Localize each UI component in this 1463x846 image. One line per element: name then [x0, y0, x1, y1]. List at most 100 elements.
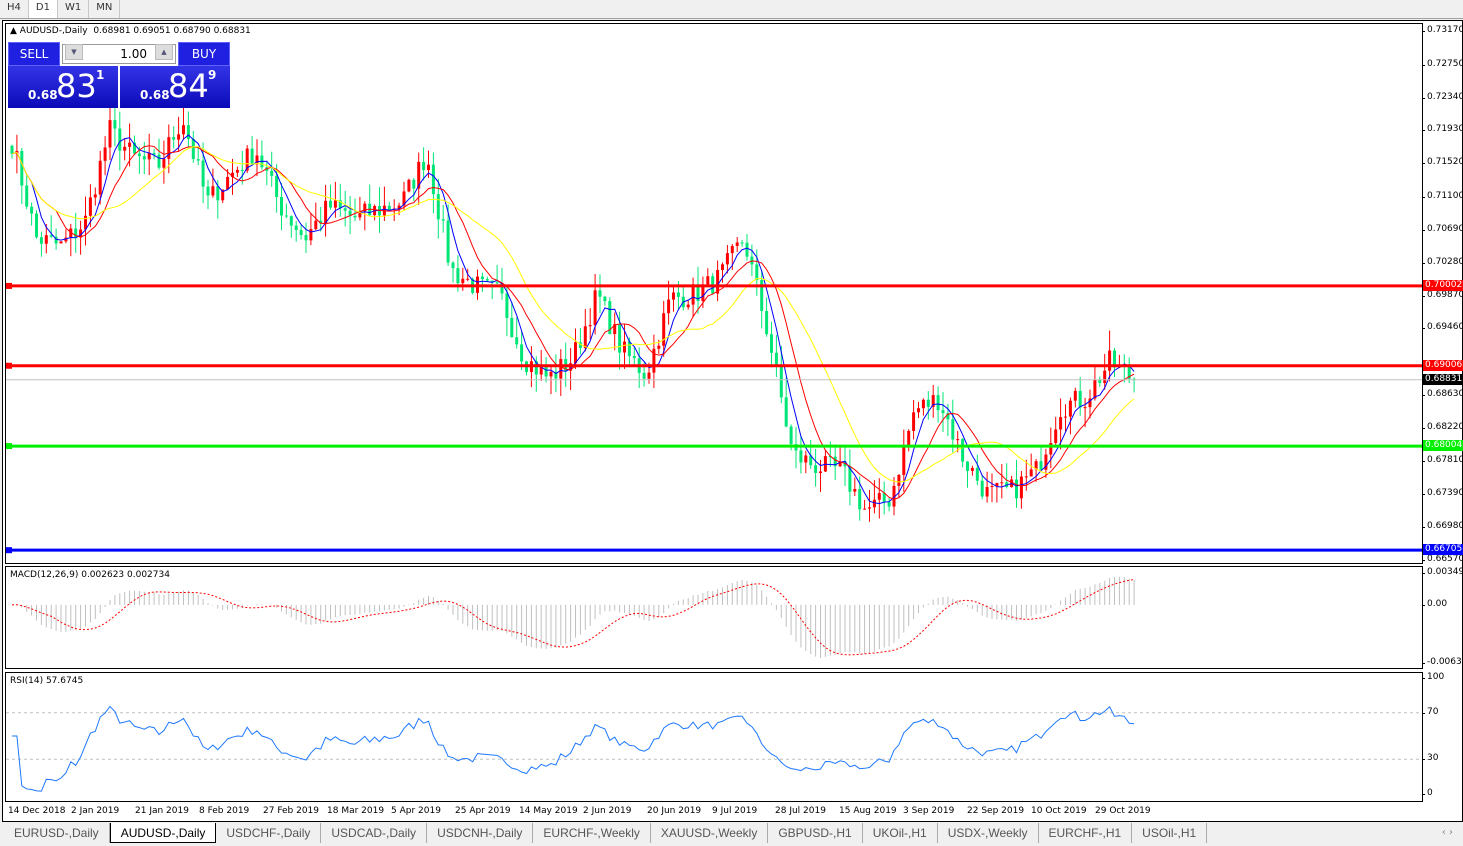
tab-usdcnh-daily[interactable]: USDCNH-,Daily — [427, 823, 534, 843]
candle-body — [240, 169, 244, 171]
candle-body — [1073, 390, 1077, 401]
candle-body — [554, 371, 558, 379]
candle-body — [25, 185, 29, 207]
candle-body — [941, 410, 945, 414]
tab-usdcad-daily[interactable]: USDCAD-,Daily — [321, 823, 428, 843]
candle-body — [500, 283, 504, 294]
candle-body — [201, 160, 205, 187]
level-price-tag[interactable]: 0.66705 — [1423, 544, 1463, 556]
candle-body — [686, 304, 690, 308]
tab-usoil-h1[interactable]: USOil-,H1 — [1132, 823, 1208, 843]
candle-body — [98, 160, 102, 195]
chart-window[interactable]: ▲ AUDUSD-,Daily 0.68981 0.69051 0.68790 … — [2, 20, 1463, 822]
candle-body — [549, 371, 553, 377]
candle-body — [779, 365, 783, 398]
candle-body — [64, 237, 68, 242]
sell-price-prefix: 0.68 — [28, 88, 58, 102]
tab-eurusd-daily[interactable]: EURUSD-,Daily — [4, 823, 110, 843]
candle-body — [289, 216, 293, 226]
price-pane[interactable]: ▲ AUDUSD-,Daily 0.68981 0.69051 0.68790 … — [5, 23, 1423, 564]
price-tick: 0.71100 — [1421, 190, 1463, 201]
timeframe-h4[interactable]: H4 — [0, 0, 29, 18]
tab-usdchf-daily[interactable]: USDCHF-,Daily — [216, 823, 322, 843]
tab-xauusd-weekly[interactable]: XAUUSD-,Weekly — [651, 823, 769, 843]
candle-body — [270, 170, 274, 176]
sell-price[interactable]: 0.68 83 1 — [8, 66, 118, 108]
candle-body — [1049, 443, 1053, 455]
price-tick: 0.69460 — [1421, 322, 1463, 333]
candle-body — [133, 142, 136, 154]
candle-body — [544, 366, 548, 377]
candle-body — [853, 488, 857, 492]
candle-body — [1068, 400, 1072, 417]
timeframe-w1[interactable]: W1 — [58, 0, 90, 18]
sell-button[interactable]: SELL — [8, 42, 60, 66]
candle-body — [936, 395, 940, 411]
candle-body — [1000, 482, 1004, 484]
lot-size-input[interactable]: 1.00 — [62, 44, 176, 64]
candle-body — [613, 324, 617, 335]
candle-body — [319, 220, 323, 224]
tab-usdx-weekly[interactable]: USDX-,Weekly — [938, 823, 1039, 843]
candle-body — [466, 278, 470, 280]
tab-gbpusd-h1[interactable]: GBPUSD-,H1 — [768, 823, 863, 843]
candle-body — [74, 228, 78, 238]
lot-decrease-button[interactable]: ▼ — [65, 44, 83, 60]
level-price-tag[interactable]: 0.69006 — [1423, 359, 1463, 371]
moving-average-line — [11, 146, 1135, 483]
buy-price[interactable]: 0.68 84 9 — [120, 66, 230, 108]
candle-body — [402, 191, 406, 206]
candle-body — [221, 189, 225, 201]
candle-body — [196, 159, 200, 161]
tab-scroll-arrows[interactable]: ‹ › — [1441, 827, 1453, 838]
candle-body — [137, 153, 141, 157]
buy-price-big: 84 — [168, 67, 209, 105]
candle-body — [275, 175, 279, 197]
candle-body — [294, 225, 298, 231]
candle-body — [789, 426, 793, 445]
candle-body — [701, 284, 705, 302]
rsi-axis: 100 70 30 0 — [1421, 672, 1463, 802]
rsi-pane[interactable]: RSI(14) 57.6745 — [5, 672, 1423, 802]
timeframe-d1[interactable]: D1 — [28, 0, 58, 18]
candle-body — [745, 242, 749, 257]
level-handle — [6, 282, 12, 289]
level-handle — [6, 443, 12, 450]
date-tick: 28 Jul 2019 — [775, 806, 826, 816]
candle-body — [691, 284, 695, 305]
timeframe-mn[interactable]: MN — [89, 0, 121, 18]
candle-body — [397, 205, 401, 209]
tab-eurchf-weekly[interactable]: EURCHF-,Weekly — [533, 823, 651, 843]
candle-body — [79, 229, 83, 238]
macd-tick: 0.00 — [1421, 598, 1448, 609]
candle-body — [574, 342, 577, 364]
candle-body — [353, 215, 357, 218]
candle-body — [505, 293, 509, 318]
price-tick: 0.68630 — [1421, 388, 1463, 399]
buy-button[interactable]: BUY — [178, 42, 230, 66]
symbol-label: AUDUSD-,Daily — [19, 26, 88, 36]
candle-body — [1078, 390, 1082, 408]
candle-body — [770, 334, 773, 353]
moving-average-line — [11, 134, 1135, 505]
candle-body — [725, 253, 729, 265]
candle-body — [907, 430, 911, 446]
date-tick: 2 Jun 2019 — [583, 806, 632, 816]
price-tick: 0.68220 — [1421, 421, 1463, 432]
level-price-tag[interactable]: 0.68004 — [1423, 440, 1463, 452]
candle-body — [427, 164, 430, 171]
tab-eurchf-h1[interactable]: EURCHF-,H1 — [1039, 823, 1133, 843]
tab-audusd-daily[interactable]: AUDUSD-,Daily — [109, 823, 217, 843]
macd-pane[interactable]: MACD(12,26,9) 0.002623 0.002734 — [5, 566, 1423, 669]
candle-body — [814, 465, 818, 473]
lot-increase-button[interactable]: ▲ — [155, 44, 173, 60]
candle-body — [995, 482, 999, 487]
level-price-tag[interactable]: 0.70002 — [1423, 279, 1463, 291]
candle-body — [182, 125, 185, 135]
macd-label: MACD(12,26,9) 0.002623 0.002734 — [10, 570, 170, 580]
candle-body — [583, 326, 587, 349]
candle-body — [157, 154, 161, 168]
price-tick: 0.72750 — [1421, 58, 1463, 69]
candle-body — [740, 242, 744, 244]
tab-ukoil-h1[interactable]: UKOil-,H1 — [863, 823, 938, 843]
